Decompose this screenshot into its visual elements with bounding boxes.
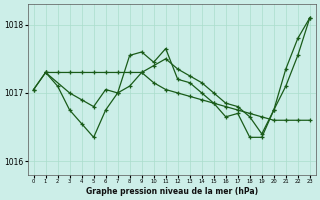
X-axis label: Graphe pression niveau de la mer (hPa): Graphe pression niveau de la mer (hPa): [86, 187, 258, 196]
